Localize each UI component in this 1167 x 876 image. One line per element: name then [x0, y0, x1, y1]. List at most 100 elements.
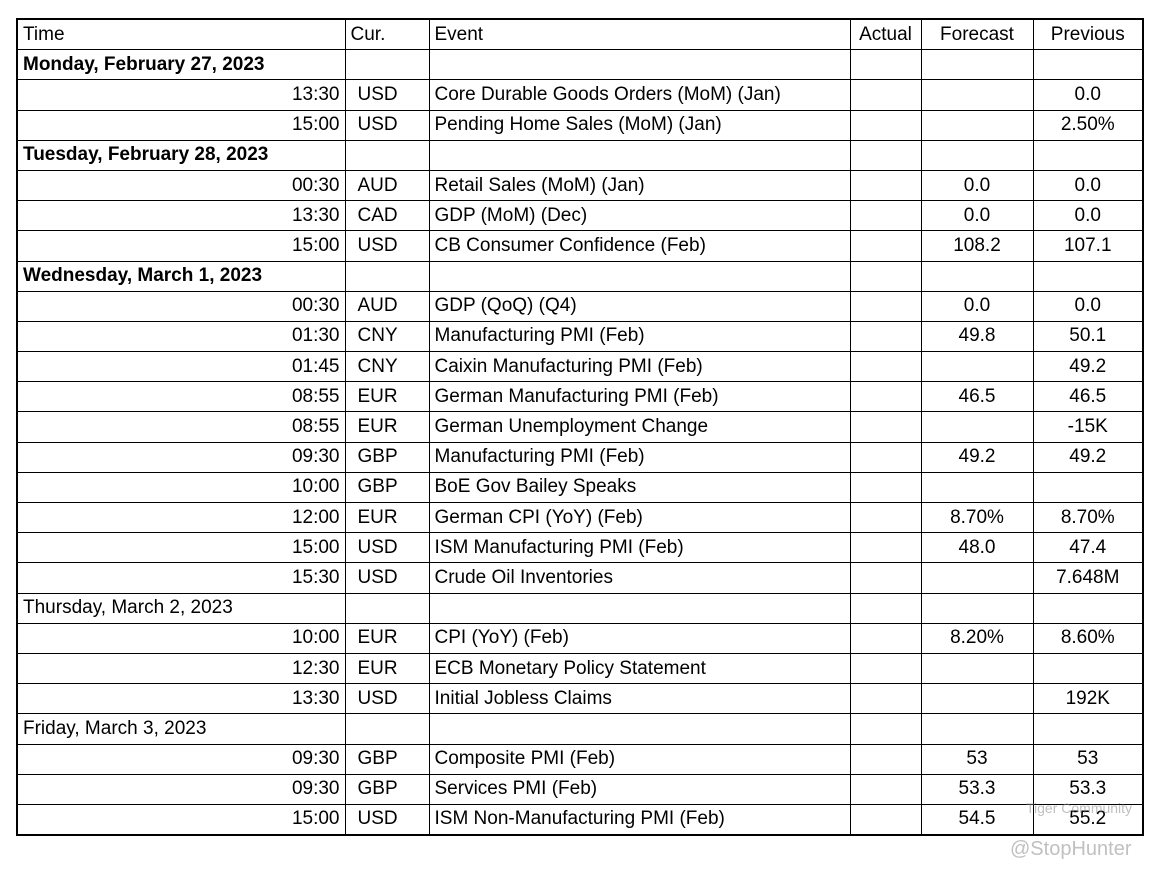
event-cell: 49.2	[920, 441, 1034, 473]
event-cell: EUR	[344, 381, 430, 413]
event-cell: 09:30	[16, 743, 346, 775]
event-cell: USD	[344, 109, 430, 141]
event-row: 09:30 GBP Manufacturing PMI (Feb) 49.2 49.2	[16, 441, 1144, 473]
empty-cell	[849, 743, 922, 775]
header-cell: Cur.	[344, 18, 430, 51]
event-cell: AUD	[344, 169, 430, 202]
event-cell: 15:00	[16, 230, 346, 262]
event-cell: 15:00	[16, 532, 346, 564]
empty-cell	[1032, 652, 1144, 685]
event-cell: 107.1	[1032, 230, 1144, 262]
event-cell: 15:30	[16, 562, 346, 594]
event-cell: 13:30	[16, 200, 346, 232]
event-row: 00:30 AUD GDP (QoQ) (Q4) 0.0 0.0	[16, 290, 1144, 322]
empty-cell	[344, 713, 430, 745]
day-date: Friday, March 3, 2023	[16, 713, 346, 745]
empty-cell	[920, 109, 1034, 141]
event-cell: 48.0	[920, 532, 1034, 564]
table-body: Time Cur. Event Actual Forecast Previous Monda…	[16, 18, 1144, 836]
event-cell: 0.0	[1032, 290, 1144, 322]
event-cell: Crude Oil Inventories	[428, 562, 851, 594]
event-cell: 2.50%	[1032, 109, 1144, 141]
empty-cell	[428, 592, 851, 624]
watermark-brand: Tiger Community	[1026, 800, 1133, 816]
event-cell: AUD	[344, 290, 430, 322]
event-cell: CPI (YoY) (Feb)	[428, 622, 851, 654]
event-cell: German CPI (YoY) (Feb)	[428, 501, 851, 534]
empty-cell	[920, 79, 1034, 111]
event-row: 12:00 EUR German CPI (YoY) (Feb) 8.70% 8.70%	[16, 501, 1144, 534]
event-cell: German Manufacturing PMI (Feb)	[428, 381, 851, 413]
event-cell: GBP	[344, 743, 430, 775]
empty-cell	[849, 803, 922, 836]
day-date: Thursday, March 2, 2023	[16, 592, 346, 624]
event-cell: 0.0	[920, 169, 1034, 202]
empty-cell	[849, 592, 922, 624]
event-cell: Core Durable Goods Orders (MoM) (Jan)	[428, 79, 851, 111]
event-cell: EUR	[344, 501, 430, 534]
empty-cell	[849, 501, 922, 534]
day-row: Thursday, March 2, 2023	[16, 592, 1144, 624]
event-row: 00:30 AUD Retail Sales (MoM) (Jan) 0.0 0.0	[16, 169, 1144, 202]
empty-cell	[849, 622, 922, 654]
event-cell: 49.2	[1032, 351, 1144, 383]
event-cell: Services PMI (Feb)	[428, 773, 851, 805]
event-cell: GBP	[344, 471, 430, 504]
event-cell: -15K	[1032, 411, 1144, 443]
day-row: Wednesday, March 1, 2023	[16, 260, 1144, 292]
empty-cell	[849, 230, 922, 262]
empty-cell	[344, 49, 430, 81]
empty-cell	[1032, 139, 1144, 171]
event-cell: 00:30	[16, 290, 346, 322]
empty-cell	[1032, 713, 1144, 745]
empty-cell	[1032, 260, 1144, 292]
event-cell: USD	[344, 532, 430, 564]
event-cell: 13:30	[16, 683, 346, 715]
empty-cell	[920, 652, 1034, 685]
event-cell: 50.1	[1032, 320, 1144, 353]
empty-cell	[849, 562, 922, 594]
event-cell: 53	[1032, 743, 1144, 775]
event-row: 15:00 USD ISM Non-Manufacturing PMI (Feb) 5…	[16, 803, 1144, 836]
empty-cell	[849, 200, 922, 232]
empty-cell	[849, 320, 922, 353]
header-row: Time Cur. Event Actual Forecast Previous	[16, 18, 1144, 51]
event-cell: 53.3	[920, 773, 1034, 805]
empty-cell	[849, 79, 922, 111]
empty-cell	[920, 713, 1034, 745]
event-cell: ISM Manufacturing PMI (Feb)	[428, 532, 851, 564]
event-row: 13:30 CAD GDP (MoM) (Dec) 0.0 0.0	[16, 200, 1144, 232]
event-row: 15:00 USD ISM Manufacturing PMI (Feb) 48.0 4…	[16, 532, 1144, 564]
event-row: 12:30 EUR ECB Monetary Policy Statement	[16, 652, 1144, 685]
event-row: 01:45 CNY Caixin Manufacturing PMI (Feb) 49…	[16, 351, 1144, 383]
event-cell: ISM Non-Manufacturing PMI (Feb)	[428, 803, 851, 836]
event-cell: 49.2	[1032, 441, 1144, 473]
event-cell: 10:00	[16, 622, 346, 654]
empty-cell	[849, 471, 922, 504]
event-cell: 0.0	[1032, 169, 1144, 202]
event-row: 15:30 USD Crude Oil Inventories 7.648M	[16, 562, 1144, 594]
event-cell: Pending Home Sales (MoM) (Jan)	[428, 109, 851, 141]
event-cell: BoE Gov Bailey Speaks	[428, 471, 851, 504]
empty-cell	[428, 49, 851, 81]
day-row: Friday, March 3, 2023	[16, 713, 1144, 745]
event-cell: Initial Jobless Claims	[428, 683, 851, 715]
empty-cell	[849, 290, 922, 322]
empty-cell	[1032, 592, 1144, 624]
event-cell: GDP (MoM) (Dec)	[428, 200, 851, 232]
event-row: 01:30 CNY Manufacturing PMI (Feb) 49.8 50.1	[16, 320, 1144, 353]
event-cell: 08:55	[16, 381, 346, 413]
event-cell: Manufacturing PMI (Feb)	[428, 320, 851, 353]
event-cell: CNY	[344, 320, 430, 353]
event-row: 08:55 EUR German Unemployment Change -15K	[16, 411, 1144, 443]
empty-cell	[849, 260, 922, 292]
event-cell: 12:30	[16, 652, 346, 685]
day-date: Wednesday, March 1, 2023	[16, 260, 346, 292]
event-cell: 12:00	[16, 501, 346, 534]
event-cell: 7.648M	[1032, 562, 1144, 594]
empty-cell	[849, 713, 922, 745]
event-cell: USD	[344, 230, 430, 262]
empty-cell	[920, 592, 1034, 624]
event-cell: 0.0	[1032, 79, 1144, 111]
event-cell: 01:45	[16, 351, 346, 383]
